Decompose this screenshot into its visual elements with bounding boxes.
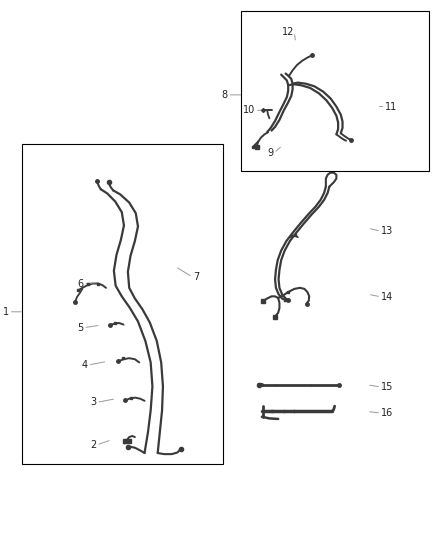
Text: 10: 10 bbox=[243, 106, 255, 115]
Text: 11: 11 bbox=[385, 102, 398, 111]
Bar bbox=[22, 144, 223, 464]
Text: 4: 4 bbox=[81, 360, 88, 370]
Text: 15: 15 bbox=[381, 382, 393, 392]
Text: 9: 9 bbox=[268, 148, 274, 158]
Text: 16: 16 bbox=[381, 408, 393, 418]
Text: 3: 3 bbox=[90, 398, 96, 407]
Text: 6: 6 bbox=[77, 279, 83, 288]
Text: 2: 2 bbox=[90, 440, 96, 450]
Bar bbox=[241, 11, 429, 171]
Text: 5: 5 bbox=[77, 323, 83, 333]
Text: 1: 1 bbox=[3, 307, 9, 317]
Text: 12: 12 bbox=[282, 27, 294, 37]
Text: 7: 7 bbox=[193, 272, 199, 282]
Text: 14: 14 bbox=[381, 292, 393, 302]
Text: 8: 8 bbox=[222, 90, 228, 100]
Text: 13: 13 bbox=[381, 227, 393, 236]
